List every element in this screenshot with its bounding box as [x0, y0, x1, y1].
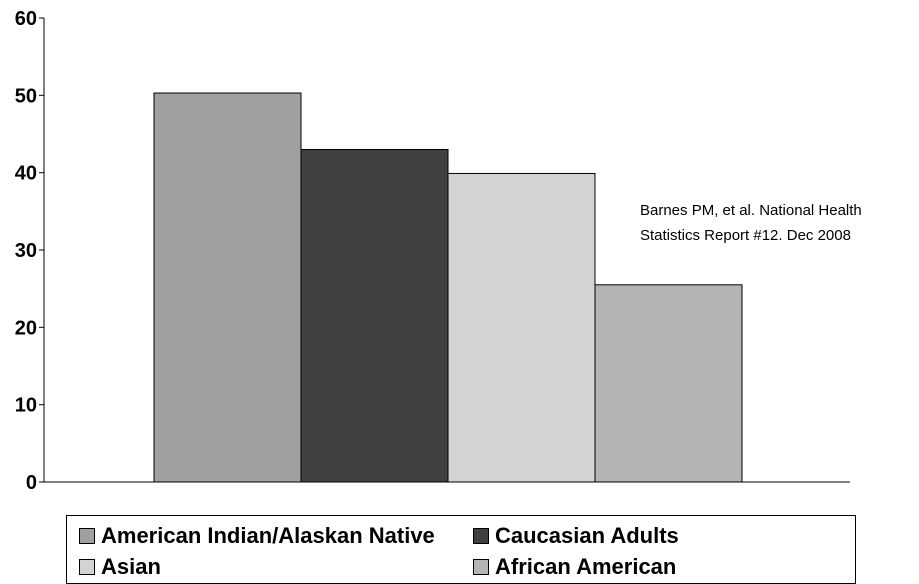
- legend-label: Asian: [101, 554, 161, 579]
- bar-3: [594, 284, 743, 483]
- bar-1: [300, 148, 449, 483]
- bar-2: [447, 172, 596, 483]
- legend-swatch-icon: [79, 559, 95, 575]
- legend-label: Caucasian Adults: [495, 523, 679, 548]
- y-tick-label: 50: [15, 85, 37, 107]
- legend-swatch-icon: [473, 528, 489, 544]
- y-tick-label: 40: [15, 163, 37, 185]
- bar-chart: 0 10 20 30 40 50 60 Barnes PM, et al. National…: [15, 8, 862, 494]
- legend-swatch-icon: [79, 528, 95, 544]
- legend-swatch-icon: [473, 559, 489, 575]
- source-annotation-line-1: Barnes PM, et al. National Health: [640, 202, 862, 219]
- bar-0: [153, 92, 302, 483]
- source-annotation-line-2: Statistics Report #12. Dec 2008: [640, 227, 851, 244]
- bars-group: [153, 92, 743, 483]
- y-tick-label: 30: [15, 240, 37, 262]
- legend-label: American Indian/Alaskan Native: [101, 523, 435, 548]
- y-tick-label: 20: [15, 317, 37, 339]
- y-tick-label: 60: [15, 8, 37, 30]
- y-tick-label: 10: [15, 395, 37, 417]
- legend-item-american-indian: American Indian/Alaskan Native: [79, 523, 435, 549]
- legend-item-african-american: African American: [473, 554, 676, 580]
- legend-item-asian: Asian: [79, 554, 161, 580]
- legend-item-caucasian: Caucasian Adults: [473, 523, 679, 549]
- legend: American Indian/Alaskan Native Caucasian…: [66, 515, 856, 584]
- y-ticks-group: 0 10 20 30 40 50 60: [15, 8, 44, 494]
- legend-label: African American: [495, 554, 677, 579]
- y-tick-label: 0: [26, 472, 37, 494]
